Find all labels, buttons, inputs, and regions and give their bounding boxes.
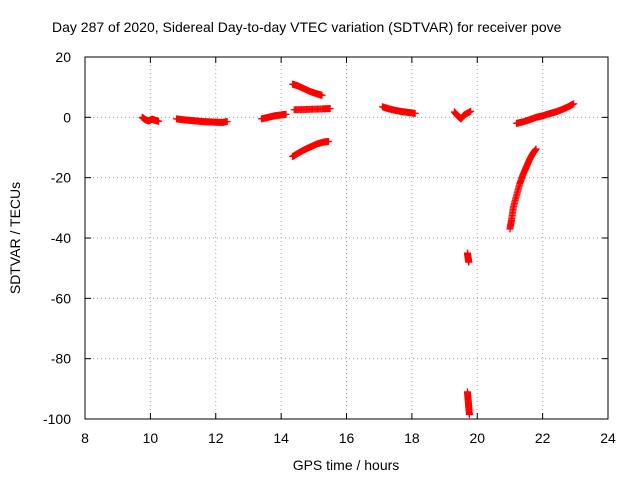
x-tick-labels: 8 10 12 14 16 18 20 22 24: [81, 430, 616, 446]
y-tick-labels: -100 -80 -60 -40 -20 0 20: [43, 49, 71, 427]
data-point: [570, 100, 578, 108]
data-point: [318, 91, 326, 99]
x-tick-label: 20: [469, 430, 485, 446]
y-axis-title: SDTVAR / TECUs: [7, 182, 23, 294]
x-tick-label: 24: [600, 430, 616, 446]
y-tick-label: -80: [51, 351, 71, 367]
y-tick-label: -60: [51, 290, 71, 306]
x-tick-label: 8: [81, 430, 89, 446]
y-tick-label: 20: [55, 49, 71, 65]
data-point: [532, 145, 540, 153]
data-point: [326, 105, 334, 113]
x-tick-label: 18: [404, 430, 420, 446]
data-point: [465, 410, 473, 418]
x-tick-label: 10: [143, 430, 159, 446]
x-tick-label: 22: [535, 430, 551, 446]
axis-ticks: [84, 56, 609, 420]
y-tick-label: 0: [63, 109, 71, 125]
y-tick-label: -100: [43, 411, 71, 427]
chart-title: Day 287 of 2020, Sidereal Day-to-day VTE…: [52, 19, 562, 35]
x-axis-title: GPS time / hours: [293, 457, 400, 473]
data-point: [155, 117, 163, 125]
data-point: [325, 137, 333, 145]
grid-lines: [85, 57, 608, 419]
data-points: [138, 80, 578, 418]
data-point: [465, 258, 473, 266]
y-tick-label: -20: [51, 170, 71, 186]
data-point: [411, 109, 419, 117]
data-point: [282, 110, 290, 118]
data-point: [467, 107, 475, 115]
data-point: [223, 118, 231, 126]
y-tick-label: -40: [51, 230, 71, 246]
x-tick-label: 12: [208, 430, 224, 446]
x-tick-label: 16: [339, 430, 355, 446]
x-tick-label: 14: [273, 430, 289, 446]
